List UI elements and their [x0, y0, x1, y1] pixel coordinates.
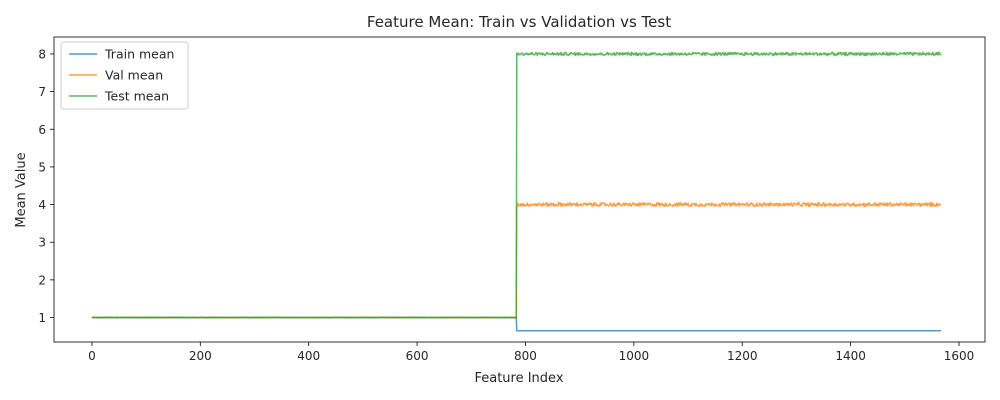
x-axis-label: Feature Index: [474, 371, 563, 386]
y-axis-label: Mean Value: [14, 152, 29, 227]
legend-label: Train mean: [104, 47, 174, 62]
y-tick-label: 4: [38, 198, 46, 212]
y-tick-label: 5: [38, 160, 46, 174]
y-tick-label: 3: [38, 236, 46, 250]
y-tick-label: 6: [38, 123, 46, 137]
x-axis: 0 200 400 600 800 1000 1200 1400 1600: [88, 342, 974, 363]
y-tick-label: 7: [38, 85, 46, 99]
legend: Train mean Val mean Test mean: [60, 41, 189, 110]
x-tick-label: 1200: [727, 349, 758, 363]
x-tick-label: 1000: [619, 349, 650, 363]
legend-label: Test mean: [104, 89, 169, 104]
x-tick-label: 1400: [835, 349, 866, 363]
legend-box: [60, 41, 189, 110]
x-tick-label: 200: [189, 349, 212, 363]
y-tick-label: 1: [38, 311, 46, 325]
y-axis: 1 2 3 4 5 6 7 8: [38, 47, 54, 325]
x-tick-label: 1600: [944, 349, 975, 363]
plot-frame: [53, 36, 986, 343]
x-tick-label: 0: [88, 349, 96, 363]
chart-title: Feature Mean: Train vs Validation vs Tes…: [367, 13, 671, 31]
y-tick-label: 8: [38, 47, 46, 61]
y-tick-label: 2: [38, 273, 46, 287]
x-tick-label: 600: [406, 349, 429, 363]
legend-label: Val mean: [105, 68, 163, 83]
x-tick-label: 800: [514, 349, 537, 363]
plot-area: [91, 51, 942, 332]
series-line-train-mean: [91, 316, 942, 332]
x-tick-label: 400: [297, 349, 320, 363]
series-line-test-mean: [91, 51, 942, 319]
